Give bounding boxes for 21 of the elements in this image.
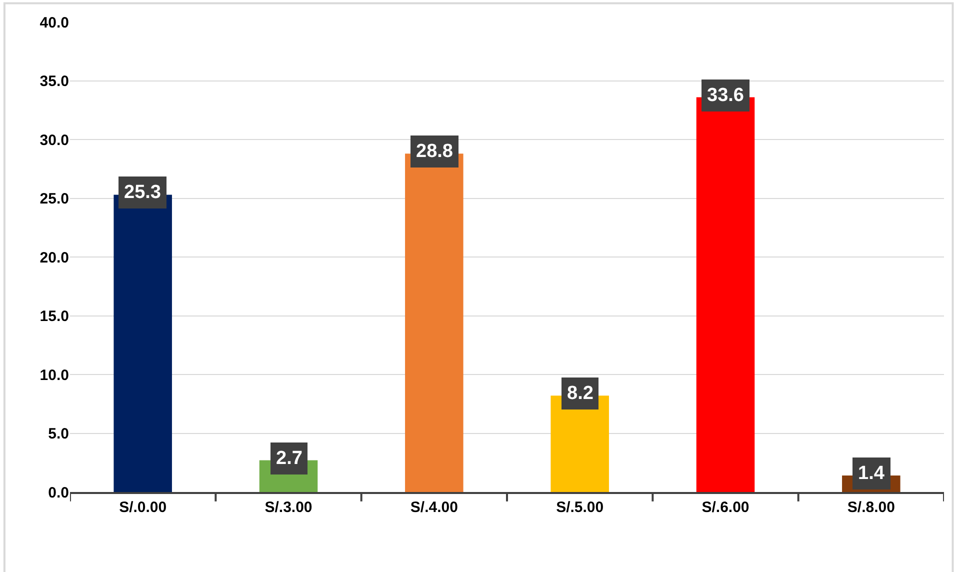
y-tick-label: 5.0 [48,426,69,442]
y-tick-label: 10.0 [40,366,69,384]
y-tick-label: 15.0 [40,308,69,325]
x-tick-label: S/.4.00 [410,499,458,516]
y-tick-label: 40.0 [40,14,69,32]
x-tick-label: S/.0.00 [119,499,167,516]
y-tick-label: 20.0 [40,249,69,266]
x-tick-label: S/.3.00 [264,499,312,516]
y-tick-label: 25.0 [40,190,69,208]
y-tick-label: 35.0 [40,73,69,90]
data-label: 25.3 [124,182,161,203]
x-tick-label: S/.5.00 [556,499,604,516]
y-tick-label: 30.0 [40,132,69,149]
y-tick-label: 0.0 [48,484,69,502]
data-label: 28.8 [416,141,453,162]
data-label: 8.2 [567,383,594,404]
data-label: 1.4 [858,463,885,484]
x-tick-label: S/.6.00 [702,499,750,516]
data-label: 33.6 [707,85,744,106]
data-label: 2.7 [276,448,302,469]
x-tick-label: S/.8.00 [847,499,895,516]
